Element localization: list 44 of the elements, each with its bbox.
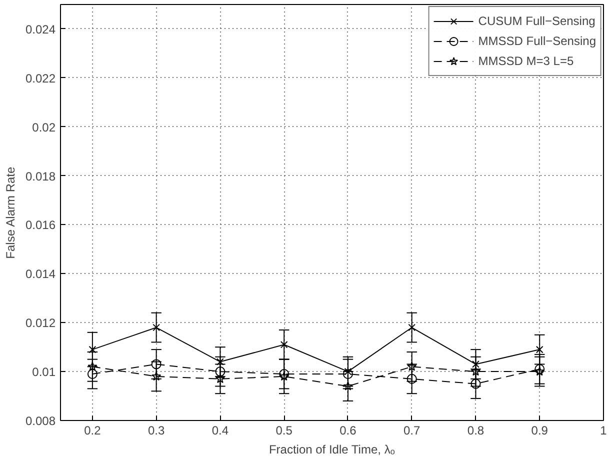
point (342, 369, 353, 379)
y-tick-label: 0.01 (32, 365, 56, 380)
x-tick-label: 0.4 (212, 424, 229, 438)
point (152, 324, 160, 332)
point (87, 369, 98, 379)
legend-label: MMSSD Full−Sensing (478, 34, 596, 48)
x-axis-title: Fraction of Idle Time, λₒ (268, 442, 396, 456)
x-tick-label: 0.5 (276, 424, 293, 438)
point (536, 346, 544, 354)
x-tick-label: 0.8 (467, 424, 484, 438)
point (88, 346, 96, 354)
x-tick-label: 0.3 (148, 424, 165, 438)
point (215, 374, 225, 384)
y-tick-label: 0.014 (25, 267, 56, 282)
y-tick-label: 0.008 (25, 414, 56, 428)
y-tick-label: 0.016 (25, 218, 56, 232)
point (151, 359, 162, 370)
x-tick-label: 0.9 (531, 424, 548, 438)
x-tick-label: 0.6 (340, 424, 357, 438)
point (152, 371, 162, 381)
point (88, 362, 98, 371)
y-tick-label: 0.024 (25, 22, 56, 36)
point (216, 358, 224, 366)
legend-label: CUSUM Full−Sensing (478, 14, 596, 28)
x-tick-label: 1 (600, 424, 608, 438)
y-tick-label: 0.012 (25, 316, 56, 330)
y-axis-title: False Alarm Rate (3, 166, 18, 259)
point (534, 366, 544, 376)
legend-label: MMSSD M=3 L=5 (478, 54, 574, 68)
point (344, 368, 352, 376)
y-tick-label: 0.02 (32, 120, 56, 134)
point (472, 360, 480, 368)
point (470, 378, 481, 389)
x-tick-label: 0.2 (84, 424, 102, 438)
point (408, 324, 416, 332)
point (534, 364, 545, 374)
point (406, 374, 417, 384)
point (280, 340, 288, 348)
y-tick-label: 0.022 (25, 71, 56, 86)
point (343, 381, 353, 390)
y-tick-label: 0.018 (25, 169, 56, 184)
x-tick-label: 0.7 (404, 424, 421, 438)
point (407, 362, 417, 371)
point (215, 366, 226, 377)
